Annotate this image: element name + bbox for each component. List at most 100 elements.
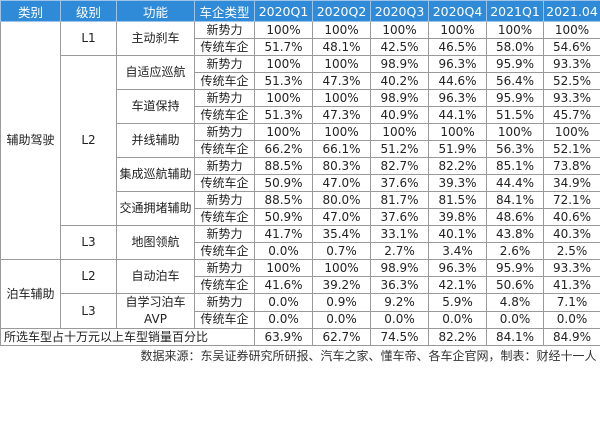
value-cell: 96.3%	[428, 55, 487, 73]
value-cell: 100%	[370, 21, 429, 39]
type-cell: 新势力	[194, 157, 255, 175]
value-cell: 100%	[370, 123, 429, 141]
value-cell: 5.9%	[428, 293, 487, 312]
type-cell: 新势力	[194, 55, 255, 73]
table-row: 传统车企 50.9% 47.0% 37.6% 39.3% 44.4% 34.9%	[1, 174, 600, 192]
summary-value: 84.1%	[486, 328, 544, 346]
value-cell: 0.0%	[254, 242, 313, 260]
value-cell: 43.8%	[486, 225, 544, 243]
value-cell: 0.0%	[312, 310, 371, 329]
value-cell: 9.2%	[370, 293, 429, 312]
value-cell: 81.7%	[370, 191, 429, 209]
value-cell: 100%	[312, 259, 371, 277]
source-text: 数据来源：东吴证券研究所研报、汽车之家、懂车帝、各车企官网，制表：财经十一人	[140, 348, 597, 363]
value-cell: 73.8%	[543, 157, 600, 175]
table-row: L2 自适应巡航 新势力 100% 100% 98.9% 96.3% 95.9% 93.3%	[1, 55, 600, 226]
value-cell: 39.8%	[428, 208, 487, 226]
type-cell: 新势力	[194, 21, 255, 39]
value-cell: 40.1%	[428, 225, 487, 243]
function-cell: 并线辅助	[116, 123, 195, 158]
value-cell: 100%	[486, 123, 544, 141]
value-cell: 47.3%	[312, 72, 371, 90]
type-cell: 新势力	[194, 293, 255, 312]
header-cell: 2021Q1	[486, 0, 544, 22]
value-cell: 100%	[428, 21, 487, 39]
value-cell: 37.6%	[370, 174, 429, 192]
header-cell: 2020Q1	[254, 0, 313, 22]
header-cell: 2020Q2	[312, 0, 371, 22]
function-cell: 车道保持	[116, 89, 195, 124]
table-row: 车道保持 新势力 100% 100% 98.9% 96.3% 95.9% 93.3%	[1, 89, 600, 124]
value-cell: 66.2%	[254, 140, 313, 158]
value-cell: 100%	[543, 123, 600, 141]
function-cell: 自动泊车	[116, 259, 195, 294]
summary-value: 62.7%	[312, 328, 371, 346]
value-cell: 0.0%	[370, 310, 429, 329]
value-cell: 100%	[543, 21, 600, 39]
value-cell: 50.6%	[486, 276, 544, 294]
table-row: 泊车辅助 L2 自动泊车 新势力 100% 100% 98.9% 96.3% 95.9% 93.3…	[0, 259, 600, 329]
value-cell: 41.3%	[543, 276, 600, 294]
value-cell: 95.9%	[486, 89, 544, 107]
level-cell: L1	[60, 21, 117, 56]
value-cell: 0.0%	[428, 310, 487, 329]
type-cell: 传统车企	[194, 72, 255, 90]
value-cell: 98.9%	[370, 89, 429, 107]
value-cell: 47.0%	[312, 208, 371, 226]
summary-value: 84.9%	[543, 328, 600, 346]
value-cell: 93.3%	[543, 55, 600, 73]
value-cell: 3.4%	[428, 242, 487, 260]
value-cell: 51.3%	[254, 72, 313, 90]
value-cell: 100%	[486, 21, 544, 39]
value-cell: 98.9%	[370, 55, 429, 73]
value-cell: 52.1%	[543, 140, 600, 158]
value-cell: 82.7%	[370, 157, 429, 175]
value-cell: 40.6%	[543, 208, 600, 226]
value-cell: 44.6%	[428, 72, 487, 90]
type-cell: 新势力	[194, 191, 255, 209]
value-cell: 46.5%	[428, 38, 487, 56]
header-row: 类别 级别 功能 车企类型 2020Q1 2020Q2 2020Q3 2020Q4 2021Q1…	[0, 0, 600, 22]
value-cell: 45.7%	[543, 106, 600, 124]
value-cell: 40.3%	[543, 225, 600, 243]
function-cell: 主动刹车	[116, 21, 195, 56]
value-cell: 100%	[254, 259, 313, 277]
value-cell: 42.5%	[370, 38, 429, 56]
value-cell: 0.0%	[543, 310, 600, 329]
source-row: 数据来源：东吴证券研究所研报、汽车之家、懂车帝、各车企官网，制表：财经十一人	[1, 346, 600, 367]
type-cell: 新势力	[194, 225, 255, 243]
value-cell: 98.9%	[370, 259, 429, 277]
type-cell: 传统车企	[194, 174, 255, 192]
value-cell: 95.9%	[486, 259, 544, 277]
header-cell: 功能	[116, 0, 195, 22]
table-body: 辅助驾驶 L1 主动刹车 新势力 100% 100% 100% 100% 100% 100% 传统车…	[0, 21, 600, 367]
function-cell: 自学习泊车AVP	[116, 293, 195, 329]
category-cell: 泊车辅助	[0, 259, 61, 329]
summary-label: 所选车型占十万元以上车型销量百分比	[0, 328, 255, 346]
value-cell: 44.4%	[486, 174, 544, 192]
level-cell: L2	[60, 259, 117, 294]
value-cell: 2.6%	[486, 242, 544, 260]
type-cell: 传统车企	[194, 106, 255, 124]
value-cell: 100%	[254, 89, 313, 107]
value-cell: 100%	[312, 123, 371, 141]
value-cell: 2.5%	[543, 242, 600, 260]
value-cell: 51.2%	[370, 140, 429, 158]
header-cell: 车企类型	[194, 0, 255, 22]
type-cell: 传统车企	[194, 140, 255, 158]
value-cell: 80.3%	[312, 157, 371, 175]
value-cell: 56.4%	[486, 72, 544, 90]
value-cell: 42.1%	[428, 276, 487, 294]
type-cell: 传统车企	[194, 276, 255, 294]
value-cell: 81.5%	[428, 191, 487, 209]
value-cell: 7.1%	[543, 293, 600, 312]
type-cell: 传统车企	[194, 310, 255, 329]
value-cell: 88.5%	[254, 191, 313, 209]
value-cell: 37.6%	[370, 208, 429, 226]
value-cell: 40.2%	[370, 72, 429, 90]
type-cell: 传统车企	[194, 242, 255, 260]
value-cell: 0.7%	[312, 242, 371, 260]
header-cell: 类别	[0, 0, 61, 22]
table-row: L3 自学习泊车AVP 新势力 0.0% 0.9% 9.2% 5.9% 4.8% 7.1%	[1, 293, 600, 329]
